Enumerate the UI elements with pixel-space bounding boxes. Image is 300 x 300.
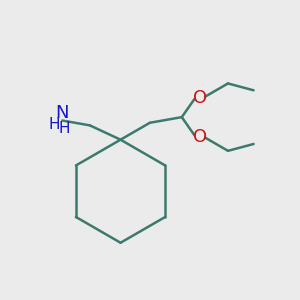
Text: H: H — [58, 121, 70, 136]
Text: H: H — [49, 117, 60, 132]
Text: O: O — [193, 128, 207, 146]
Text: N: N — [56, 104, 69, 122]
Text: O: O — [193, 88, 207, 106]
